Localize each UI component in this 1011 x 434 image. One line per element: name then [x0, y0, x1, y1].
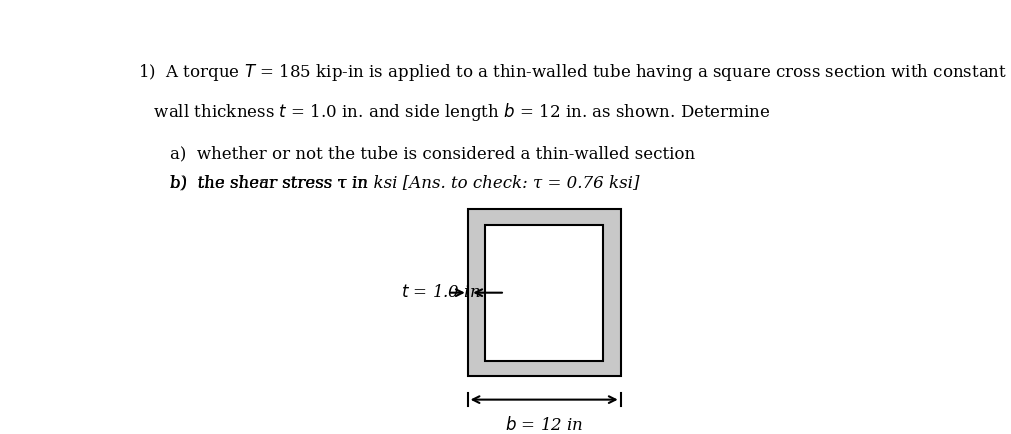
Text: $b$ = 12 in: $b$ = 12 in — [504, 416, 582, 434]
Text: b)  the shear stress τ in: b) the shear stress τ in — [170, 174, 372, 191]
Text: $t$ = 1.0 in: $t$ = 1.0 in — [400, 284, 480, 301]
Text: 1)  A torque $T$ = 185 kip-in is applied to a thin-walled tube having a square c: 1) A torque $T$ = 185 kip-in is applied … — [139, 62, 1007, 83]
Text: b)  the shear stress τ in ksi [Ans. to check: τ = 0.76 ksi]: b) the shear stress τ in ksi [Ans. to ch… — [170, 174, 639, 191]
Text: a)  whether or not the tube is considered a thin-walled section: a) whether or not the tube is considered… — [170, 146, 695, 163]
Text: wall thickness $t$ = 1.0 in. and side length $b$ = 12 in. as shown. Determine: wall thickness $t$ = 1.0 in. and side le… — [139, 101, 770, 122]
Bar — [485, 224, 603, 361]
Bar — [467, 209, 620, 376]
